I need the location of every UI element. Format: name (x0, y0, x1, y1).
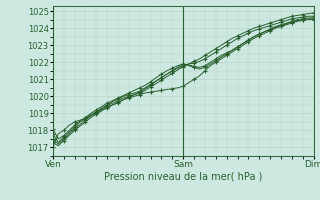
X-axis label: Pression niveau de la mer( hPa ): Pression niveau de la mer( hPa ) (104, 172, 262, 182)
